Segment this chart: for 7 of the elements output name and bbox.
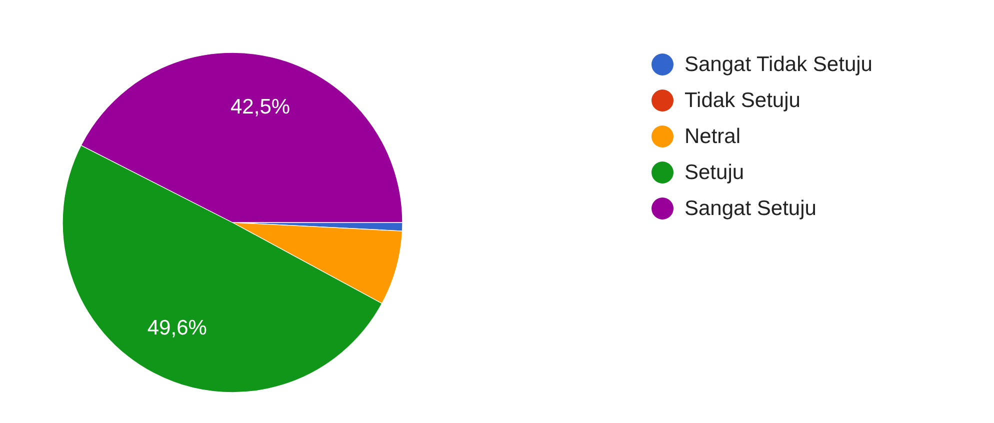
data-label: 42,5% [230, 95, 290, 118]
legend-label: Tidak Setuju [684, 89, 800, 112]
data-label: 49,6% [147, 316, 207, 340]
legend-label: Setuju [684, 161, 744, 184]
legend-label: Netral [684, 125, 741, 148]
legend-label: Sangat Tidak Setuju [684, 53, 872, 76]
legend-label: Sangat Setuju [684, 197, 816, 220]
